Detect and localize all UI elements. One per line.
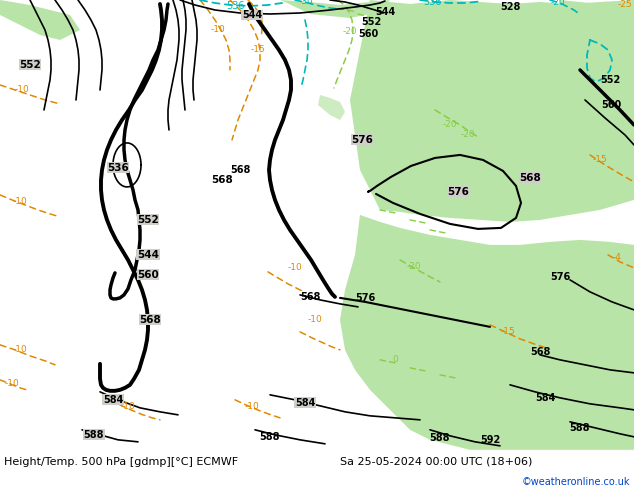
Text: -20: -20 (551, 0, 566, 7)
Text: 528: 528 (500, 2, 520, 12)
Text: -15: -15 (501, 327, 515, 336)
Text: -20: -20 (443, 121, 457, 129)
Polygon shape (0, 0, 80, 40)
Text: 568: 568 (300, 292, 320, 302)
Text: 592: 592 (480, 435, 500, 445)
Text: -10: -10 (245, 402, 259, 411)
Text: 576: 576 (355, 293, 375, 303)
Text: ©weatheronline.co.uk: ©weatheronline.co.uk (522, 477, 630, 487)
Text: 552: 552 (137, 215, 159, 225)
Text: -20: -20 (343, 27, 358, 36)
Polygon shape (318, 95, 345, 120)
Text: 544: 544 (375, 7, 395, 17)
Text: 588: 588 (430, 433, 450, 443)
Polygon shape (350, 0, 634, 222)
Text: 576: 576 (351, 135, 373, 145)
Text: Sa 25-05-2024 00:00 UTC (18+06): Sa 25-05-2024 00:00 UTC (18+06) (340, 457, 533, 467)
Text: 568: 568 (139, 315, 161, 325)
Text: 536: 536 (107, 163, 129, 173)
Text: 552: 552 (600, 75, 620, 85)
Text: -10: -10 (15, 85, 29, 95)
Polygon shape (340, 215, 634, 450)
Text: 536: 536 (226, 1, 244, 11)
Text: 568: 568 (519, 173, 541, 183)
Text: 588: 588 (570, 423, 590, 433)
Text: -10: -10 (4, 379, 20, 389)
Text: 544: 544 (242, 10, 262, 20)
Text: 576: 576 (447, 187, 469, 197)
Text: 568: 568 (230, 165, 250, 175)
Text: -10: -10 (120, 402, 136, 411)
Text: 536: 536 (423, 0, 441, 7)
Text: -4: -4 (612, 253, 621, 263)
Text: 552: 552 (19, 60, 41, 70)
Text: -25: -25 (618, 0, 632, 9)
Text: -10: -10 (13, 345, 27, 354)
Text: 576: 576 (550, 272, 570, 282)
Text: -20: -20 (406, 262, 422, 271)
Polygon shape (280, 0, 390, 18)
Polygon shape (380, 332, 530, 370)
Text: -10: -10 (13, 197, 27, 206)
Text: 588: 588 (260, 432, 280, 442)
Text: -15: -15 (593, 155, 607, 165)
Text: -10: -10 (288, 264, 302, 272)
Text: -30: -30 (299, 0, 313, 6)
Text: 560: 560 (358, 29, 378, 39)
Text: 544: 544 (137, 250, 159, 260)
Text: 568: 568 (530, 347, 550, 357)
Text: 584: 584 (103, 395, 123, 405)
Text: 584: 584 (535, 393, 555, 403)
Text: 560: 560 (137, 270, 159, 280)
Text: 552: 552 (361, 17, 381, 27)
Text: -20: -20 (461, 130, 476, 140)
Text: -10: -10 (307, 316, 322, 324)
Text: 0: 0 (392, 355, 398, 365)
Text: 560: 560 (601, 100, 621, 110)
Text: 588: 588 (84, 430, 104, 440)
Text: Height/Temp. 500 hPa [gdmp][°C] ECMWF: Height/Temp. 500 hPa [gdmp][°C] ECMWF (4, 457, 238, 467)
Text: 568: 568 (211, 175, 233, 185)
Text: 584: 584 (295, 398, 315, 408)
Polygon shape (560, 0, 634, 35)
Text: -10: -10 (210, 25, 225, 34)
Text: -15: -15 (250, 46, 266, 54)
